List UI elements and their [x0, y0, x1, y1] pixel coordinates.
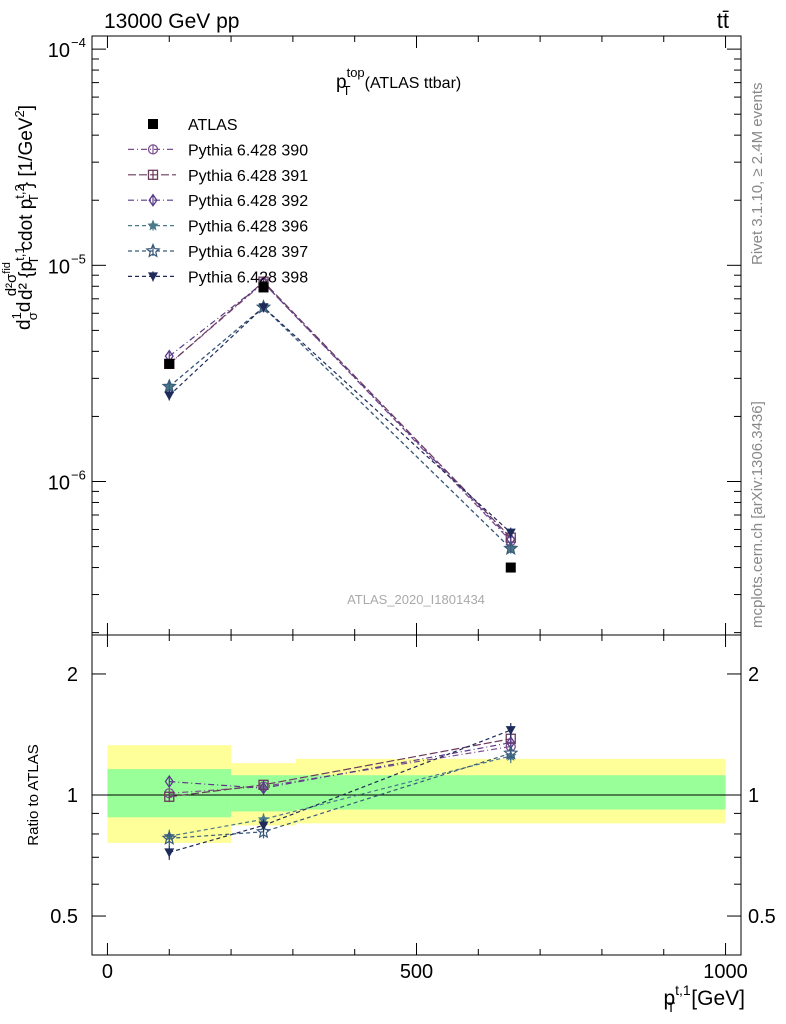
- legend-label-0: Pythia 6.428 390: [188, 142, 308, 159]
- ratio-y-tick-label-right-0: 0.5: [748, 906, 776, 928]
- ratio-y-tick-label-left-1: 1: [67, 785, 78, 807]
- ratio-point-series-4-0: [161, 830, 177, 845]
- legend-marker-1: [147, 169, 159, 180]
- main-y-tick-label-2: 10: [48, 40, 70, 62]
- ratio-point-series-5-2: [505, 726, 516, 736]
- main-y-tick-exp-0: −6: [71, 468, 86, 483]
- main-y-axis-denom: d² {pt,1Tcdot pt,2T} [1/GeV2]: [12, 105, 41, 300]
- main-point-series-5-1: [258, 303, 269, 313]
- legend-marker-4: [145, 242, 161, 258]
- main-y-tick-exp-2: −4: [71, 35, 86, 50]
- x-axis-label: pt,1 T [GeV]: [663, 982, 745, 1015]
- data-point-2: [505, 562, 516, 573]
- ratio-point-series-5-0: [164, 848, 175, 858]
- header-energy-label: 13000 GeV pp: [104, 10, 239, 33]
- ratio-point-series-4-2: [503, 745, 519, 760]
- ratio-y-tick-label-right-2: 2: [748, 664, 759, 686]
- legend-marker-0: [147, 144, 159, 155]
- ratio-y-axis-label: Ratio to ATLAS: [25, 744, 42, 845]
- legend-marker-5: [148, 272, 158, 282]
- band-inner-2: [295, 775, 726, 810]
- main-point-series-4-0: [161, 378, 177, 394]
- series-markers: [161, 276, 519, 860]
- main-y-tick-label-0: 10: [48, 473, 70, 495]
- legend-marker-2: [148, 193, 158, 207]
- main-point-series-4-2: [503, 540, 519, 555]
- main-line-series-2: [168, 281, 512, 540]
- main-point-series-5-2: [505, 528, 516, 538]
- legend-label-1: Pythia 6.428 391: [188, 168, 308, 185]
- analysis-id: ATLAS_2020_I1801434: [347, 592, 485, 607]
- x-tick-label-0: 0: [102, 961, 113, 983]
- data-point-1: [258, 282, 269, 293]
- ratio-point-series-5-1: [258, 821, 269, 831]
- ratio-point-series-4-1: [255, 823, 272, 839]
- legend-label-4: Pythia 6.428 397: [188, 244, 308, 261]
- ratio-y-tick-label-left-2: 2: [67, 664, 78, 686]
- main-line-series-0: [168, 281, 512, 542]
- main-line-series-5: [168, 306, 512, 534]
- ratio-line-series-3: [169, 755, 511, 837]
- mcplots-label: mcplots.cern.ch [arXiv:1306.3436]: [749, 401, 766, 628]
- legend-label-5: Pythia 6.428 398: [188, 269, 308, 286]
- legend-label-data: ATLAS: [188, 117, 238, 134]
- legend: ATLAS Pythia 6.428 390 Pythia 6.428 391 Pyt…: [128, 117, 308, 286]
- plot-title: ptop T (ATLAS ttbar): [336, 65, 461, 98]
- x-tick-label-2: 1000: [703, 961, 748, 983]
- header-process-label: tt̄: [717, 8, 729, 33]
- ratio-line-series-5: [169, 729, 512, 853]
- legend-label-3: Pythia 6.428 396: [188, 219, 308, 236]
- main-y-axis-text: d1σd d²σfid: [1, 262, 40, 330]
- main-y-tick-exp-1: −5: [71, 251, 86, 266]
- ratio-y-tick-label-right-1: 1: [748, 785, 759, 807]
- legend-label-2: Pythia 6.428 392: [188, 193, 308, 210]
- x-tick-label-1: 500: [400, 961, 433, 983]
- main-y-tick-label-1: 10: [48, 256, 70, 278]
- legend-marker-data: [148, 119, 158, 129]
- main-point-series-5-0: [164, 391, 175, 401]
- ratio-y-tick-label-left-0: 0.5: [50, 906, 78, 928]
- main-line-series-4: [168, 306, 512, 549]
- ratio-point-series-2-1: [258, 781, 269, 795]
- ratio-point-series-1-0: [164, 791, 175, 802]
- legend-marker-3: [147, 219, 159, 231]
- rivet-label: Rivet 3.1.10, ≥ 2.4M events: [749, 83, 766, 266]
- data-point-0: [164, 358, 175, 369]
- main-y-axis-label: d1σd d²σfid d² {pt,1Tcdot pt,2T} [1/GeV2…: [1, 105, 41, 330]
- ratio-point-series-2-0: [164, 774, 174, 789]
